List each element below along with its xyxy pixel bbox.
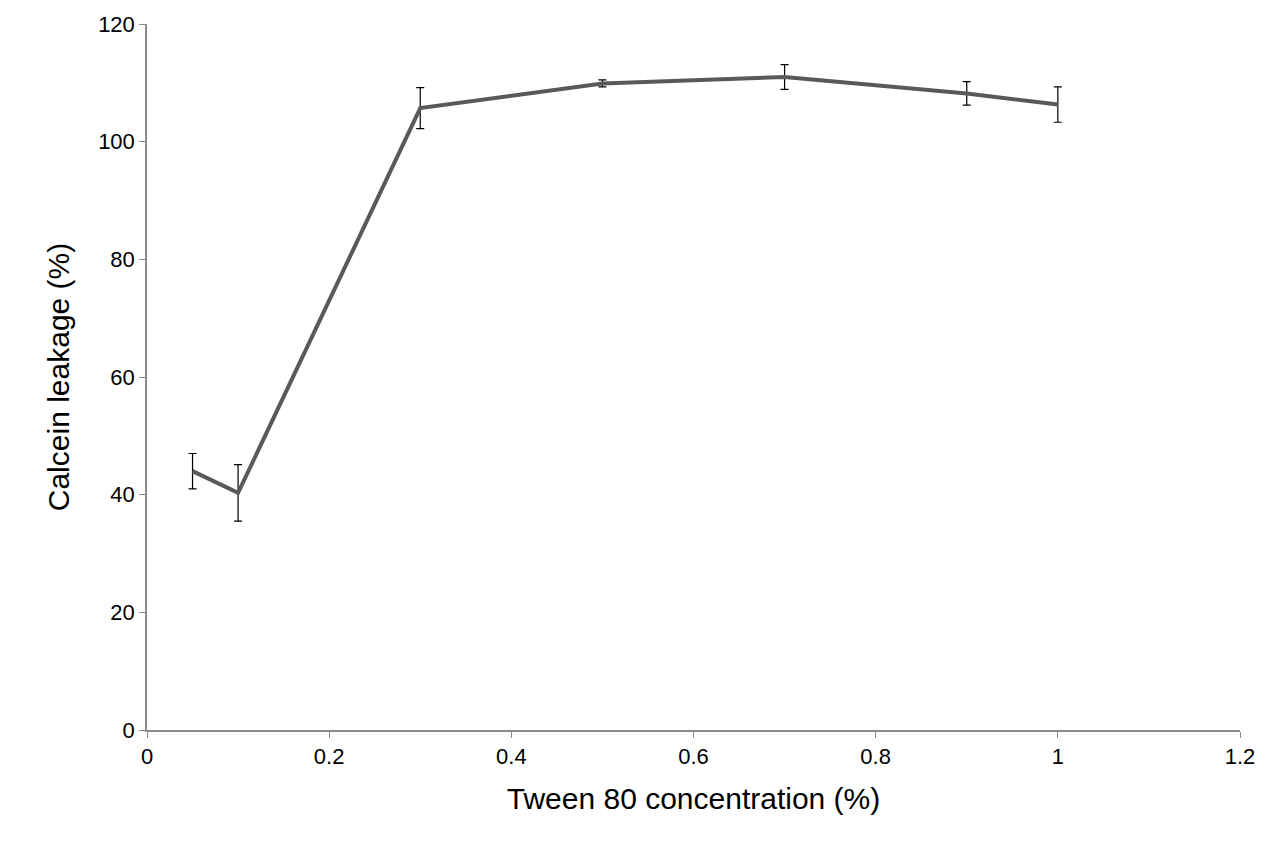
svg-text:0.4: 0.4	[496, 744, 527, 769]
svg-text:100: 100	[98, 129, 135, 154]
svg-text:1: 1	[1052, 744, 1064, 769]
svg-text:80: 80	[110, 247, 134, 272]
svg-text:Calcein leakage (%): Calcein leakage (%)	[42, 243, 75, 511]
svg-text:120: 120	[98, 12, 135, 37]
svg-text:0.2: 0.2	[314, 744, 345, 769]
svg-text:0: 0	[141, 744, 153, 769]
svg-text:0.8: 0.8	[860, 744, 891, 769]
svg-text:0: 0	[123, 718, 135, 743]
svg-text:60: 60	[110, 365, 134, 390]
svg-text:Tween 80 concentration (%): Tween 80 concentration (%)	[507, 782, 881, 815]
svg-text:1.2: 1.2	[1225, 744, 1256, 769]
svg-text:20: 20	[110, 600, 134, 625]
svg-text:0.6: 0.6	[678, 744, 709, 769]
svg-text:40: 40	[110, 482, 134, 507]
